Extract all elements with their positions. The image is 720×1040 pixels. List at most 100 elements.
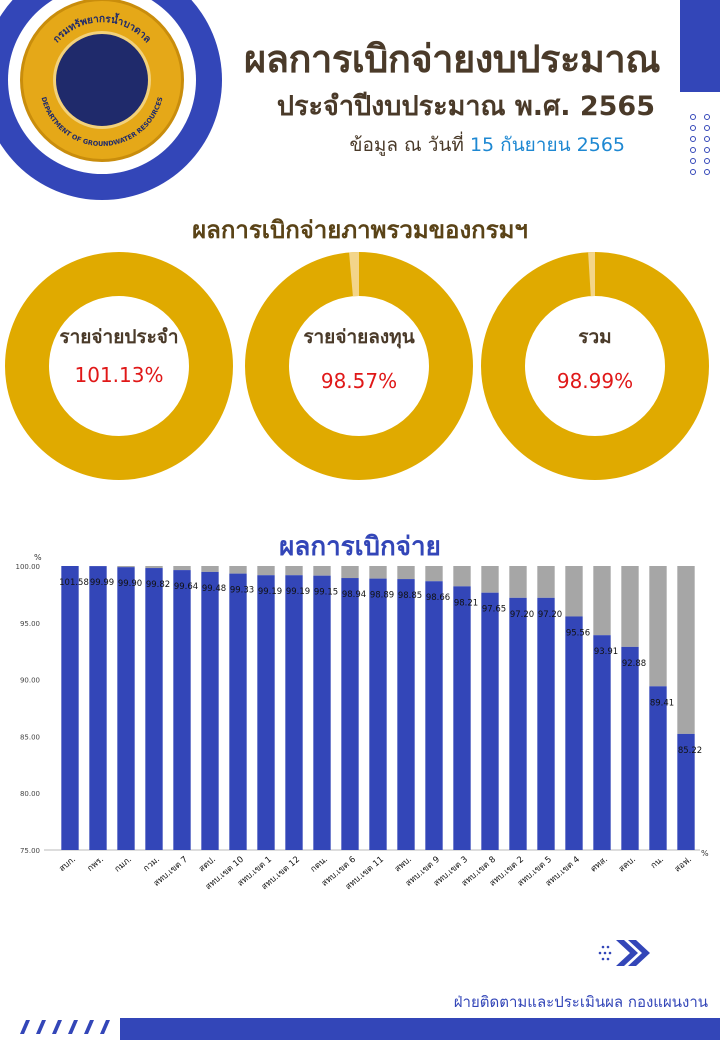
bar-remainder xyxy=(649,566,667,687)
data-label: 98.89 xyxy=(370,591,394,601)
category-label: กวม. xyxy=(142,855,162,874)
svg-text:DEPARTMENT OF GROUNDWATER RESO: DEPARTMENT OF GROUNDWATER RESOURCES xyxy=(40,96,165,148)
y-tick-label: 100.00 xyxy=(16,563,41,571)
bar xyxy=(285,575,303,850)
bar-remainder xyxy=(453,566,471,587)
data-label: 97.20 xyxy=(510,610,534,620)
disbursement-bar-chart: % % 75.00 80.00 85.00 90.00 95.00 100.00 101.… xyxy=(16,553,710,892)
bar-remainder xyxy=(257,566,275,576)
donut-track xyxy=(481,252,709,480)
bar-remainder xyxy=(481,566,499,593)
donut-label: รวม xyxy=(578,326,612,348)
bar-remainder xyxy=(565,566,583,617)
bar-remainder xyxy=(397,566,415,580)
bar xyxy=(537,597,555,850)
category-label: กมภ. xyxy=(113,855,134,875)
bar-remainder xyxy=(117,566,135,568)
data-label: 89.41 xyxy=(650,698,674,708)
bar xyxy=(649,686,667,850)
date-value: 15 กันยายน 2565 xyxy=(469,134,625,156)
donut-total: รวม 98.99% xyxy=(481,252,709,480)
bar-remainder xyxy=(285,566,303,576)
overview-title: ผลการเบิกจ่ายภาพรวมของกรมฯ xyxy=(192,216,528,244)
data-label: 99.33 xyxy=(230,586,254,596)
bar xyxy=(89,566,107,850)
donut-investment-expense: รายจ่ายลงทุน 98.57% xyxy=(245,252,473,480)
dots-decor xyxy=(690,114,710,175)
data-label: 98.85 xyxy=(398,591,422,601)
chart-title: ผลการเบิกจ่าย xyxy=(279,532,441,562)
y-tick-label: 90.00 xyxy=(20,677,40,685)
bar-remainder xyxy=(677,566,695,734)
data-label: 85.22 xyxy=(678,746,702,756)
bar xyxy=(145,568,163,850)
category-label: สตป. xyxy=(197,855,218,875)
bar-remainder xyxy=(145,566,163,569)
category-label: กน. xyxy=(649,855,666,871)
data-label: 99.82 xyxy=(146,580,170,590)
bar-remainder xyxy=(509,566,527,598)
bar xyxy=(509,597,527,850)
category-label: สอฟ. xyxy=(673,855,694,875)
logo-text-thai: กรมทรัพยากรน้ำบาดาล xyxy=(51,12,153,46)
category-label: สคบ. xyxy=(617,855,638,875)
category-label: สบก. xyxy=(57,855,78,875)
bar xyxy=(677,733,695,850)
donut-track xyxy=(5,252,233,480)
donut-label: รายจ่ายลงทุน xyxy=(303,326,415,348)
next-arrows-icon xyxy=(598,940,650,966)
donut-ring xyxy=(481,252,709,480)
bar xyxy=(369,578,387,850)
data-label: 99.19 xyxy=(258,587,282,597)
footer-credit: ฝ่ายติดตามและประเมินผล กองแผนงาน xyxy=(453,993,708,1011)
bar xyxy=(61,566,79,850)
bar xyxy=(257,575,275,850)
bar xyxy=(481,592,499,850)
category-label: ศทส. xyxy=(589,855,610,875)
donut-fill xyxy=(481,252,709,480)
data-label: 99.15 xyxy=(314,588,338,598)
bar-remainder xyxy=(201,566,219,572)
y-axis-label: % xyxy=(34,553,42,562)
data-label: 93.91 xyxy=(594,647,618,657)
page-subtitle: ประจำปีงบประมาณ พ.ศ. 2565 xyxy=(276,91,655,122)
donut-ring xyxy=(245,252,473,480)
donut-ring xyxy=(5,252,233,480)
category-label: กพร. xyxy=(86,855,106,874)
data-label: 95.56 xyxy=(566,628,590,638)
donut-value: 98.99% xyxy=(556,369,634,393)
y-tick-label: 95.00 xyxy=(20,620,40,628)
bar xyxy=(621,646,639,850)
bar xyxy=(565,616,583,850)
x-axis-unit-label: % xyxy=(701,849,709,858)
date-prefix: ข้อมูล ณ วันที่ xyxy=(349,134,464,156)
data-label: 97.65 xyxy=(482,605,506,615)
bar xyxy=(397,579,415,850)
page-title: ผลการเบิกจ่ายงบประมาณ xyxy=(243,37,661,81)
bar xyxy=(173,570,191,850)
bar-remainder xyxy=(313,566,331,576)
data-label: 98.94 xyxy=(342,590,366,600)
bar-remainder xyxy=(593,566,611,636)
y-tick-label: 85.00 xyxy=(20,733,40,741)
department-logo xyxy=(20,0,184,162)
data-label: 92.88 xyxy=(622,659,646,669)
bar-remainder xyxy=(621,566,639,647)
bar xyxy=(117,567,135,850)
bar xyxy=(425,581,443,850)
data-label: 98.21 xyxy=(454,598,478,608)
donut-regular-expense: รายจ่ายประจำ 101.13% xyxy=(5,252,233,480)
bar xyxy=(229,573,247,850)
data-label: 98.66 xyxy=(426,593,450,603)
data-label: 99.99 xyxy=(90,578,114,588)
donut-label: รายจ่ายประจำ xyxy=(59,326,179,348)
data-label: 99.64 xyxy=(174,582,198,592)
data-date: ข้อมูล ณ วันที่ 15 กันยายน 2565 xyxy=(200,130,625,160)
bar xyxy=(593,635,611,850)
y-tick-label: 75.00 xyxy=(20,847,40,855)
bar-remainder xyxy=(537,566,555,598)
data-label: 99.19 xyxy=(286,587,310,597)
donut-fill xyxy=(245,252,473,480)
data-label: 99.90 xyxy=(118,579,142,589)
logo-naga-emblem xyxy=(53,31,151,129)
